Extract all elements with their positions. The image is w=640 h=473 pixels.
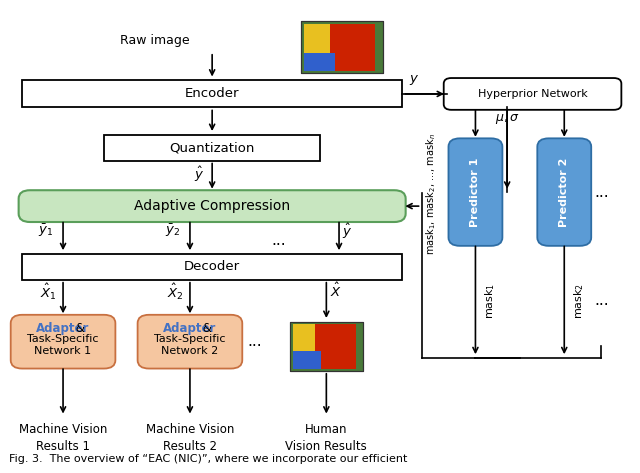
Text: Quantization: Quantization	[170, 141, 255, 154]
Text: ...: ...	[595, 293, 609, 308]
Text: $\bar{y}_1$: $\bar{y}_1$	[38, 222, 54, 238]
Text: mask$_2$: mask$_2$	[572, 283, 586, 319]
Bar	[22, 80, 403, 107]
Text: Adaptive Compression: Adaptive Compression	[134, 199, 290, 213]
Bar	[290, 322, 363, 371]
Bar	[290, 322, 363, 371]
Bar	[301, 21, 383, 73]
Bar	[293, 324, 321, 368]
Text: Machine Vision
Results 2: Machine Vision Results 2	[146, 423, 234, 454]
FancyBboxPatch shape	[138, 315, 243, 368]
Bar	[293, 351, 321, 368]
Text: mask$_1$, mask$_2$, ..., mask$_n$: mask$_1$, mask$_2$, ..., mask$_n$	[424, 133, 438, 255]
Text: Encoder: Encoder	[185, 88, 239, 100]
FancyBboxPatch shape	[11, 315, 115, 368]
Bar	[304, 53, 335, 70]
Text: &: &	[169, 322, 212, 335]
FancyBboxPatch shape	[444, 78, 621, 110]
Text: Raw image: Raw image	[120, 34, 190, 47]
Text: &: &	[42, 322, 85, 335]
Text: $\hat{X}_2$: $\hat{X}_2$	[167, 282, 184, 302]
Text: Task-Specific: Task-Specific	[28, 334, 99, 344]
FancyBboxPatch shape	[449, 138, 502, 246]
Text: $y$: $y$	[409, 73, 419, 87]
Text: Human
Vision Results: Human Vision Results	[285, 423, 367, 454]
Text: mask$_1$: mask$_1$	[483, 283, 497, 319]
Bar	[22, 254, 403, 280]
Text: Predictor 1: Predictor 1	[470, 158, 481, 227]
Bar	[304, 24, 335, 70]
Text: Adapter: Adapter	[163, 322, 216, 335]
Text: Adapter: Adapter	[36, 322, 90, 335]
Text: $\mu,\sigma$: $\mu,\sigma$	[495, 112, 520, 126]
Text: ...: ...	[595, 184, 609, 200]
Text: Predictor 2: Predictor 2	[559, 158, 569, 227]
Bar	[330, 24, 375, 70]
Bar	[104, 135, 320, 160]
Text: Machine Vision
Results 1: Machine Vision Results 1	[19, 423, 108, 454]
Text: $\bar{y}_2$: $\bar{y}_2$	[165, 222, 180, 238]
FancyBboxPatch shape	[538, 138, 591, 246]
Text: Fig. 3.  The overview of “EAC (NIC)”, where we incorporate our efficient: Fig. 3. The overview of “EAC (NIC)”, whe…	[9, 454, 408, 464]
Text: $\hat{y}$: $\hat{y}$	[195, 165, 205, 184]
Text: $\hat{X}$: $\hat{X}$	[330, 282, 341, 300]
Text: $\hat{y}$: $\hat{y}$	[342, 222, 353, 241]
Text: ...: ...	[271, 233, 286, 248]
Text: Network 1: Network 1	[35, 346, 92, 356]
Text: Network 2: Network 2	[161, 346, 219, 356]
Text: Task-Specific: Task-Specific	[154, 334, 226, 344]
FancyBboxPatch shape	[19, 190, 406, 222]
Text: ...: ...	[248, 334, 262, 349]
Text: Hyperprior Network: Hyperprior Network	[477, 89, 588, 99]
Bar	[301, 21, 383, 73]
Text: $\hat{X}_1$: $\hat{X}_1$	[40, 282, 57, 302]
Text: Decoder: Decoder	[184, 260, 240, 273]
Bar	[316, 324, 356, 368]
